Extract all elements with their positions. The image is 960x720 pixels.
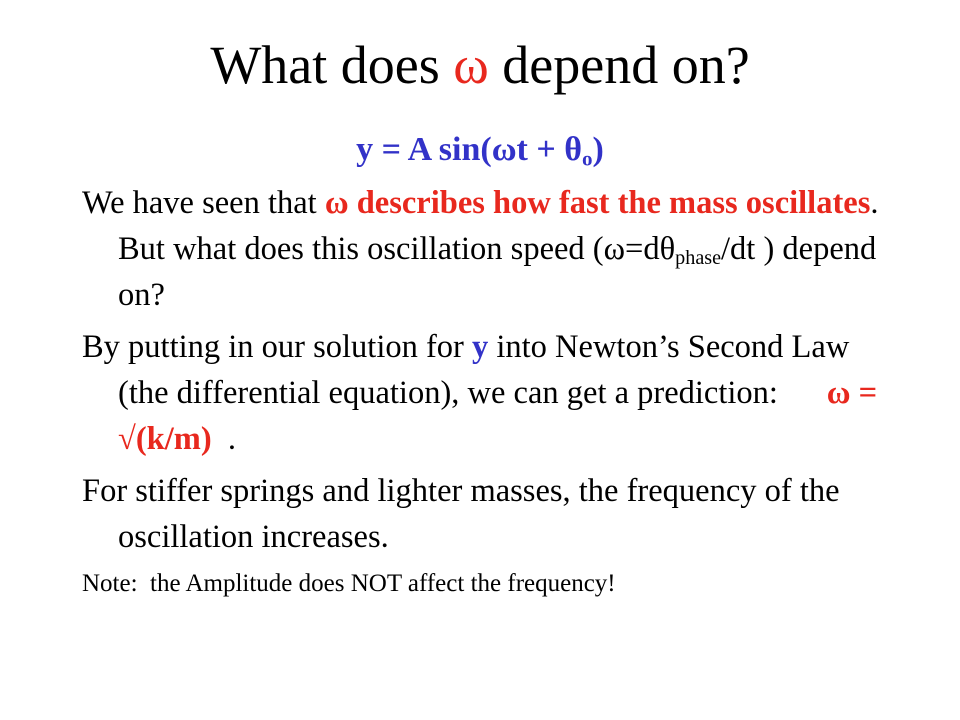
text-run: ω = √(k/m) xyxy=(118,375,886,457)
text-run: . But what does this oscillation speed (… xyxy=(118,185,895,267)
text-run: . xyxy=(211,421,237,457)
text-run: y = A sin(ωt + θ xyxy=(356,131,582,168)
text-run: What does xyxy=(210,35,454,95)
paragraph: For stiffer springs and lighter masses, … xyxy=(82,468,892,560)
subscript: phase xyxy=(675,247,722,270)
text-run: y xyxy=(472,329,489,365)
paragraph: By putting in our solution for y into Ne… xyxy=(82,324,892,462)
slide-body: We have seen that ω describes how fast t… xyxy=(82,180,892,608)
paragraph: We have seen that ω describes how fast t… xyxy=(82,180,892,318)
text-run: By putting in our solution for xyxy=(82,329,472,365)
text-run: into Newton’s Second Law (the differenti… xyxy=(118,329,858,411)
slide-title: What does ω depend on? xyxy=(0,30,960,100)
text-run: depend on? xyxy=(488,35,750,95)
equation: y = A sin(ωt + θo) xyxy=(0,128,960,172)
text-run: We have seen that xyxy=(82,185,325,221)
text-run: Note: the Amplitude does NOT affect the … xyxy=(82,570,616,597)
text-run: /dt ) depend on? xyxy=(118,231,885,313)
text-run: For stiffer springs and lighter masses, … xyxy=(82,473,848,555)
text-run: ω xyxy=(453,35,489,95)
note: Note: the Amplitude does NOT affect the … xyxy=(82,566,892,602)
text-run: ) xyxy=(592,131,604,168)
text-run: ω describes how fast the mass oscillates xyxy=(324,185,871,221)
subscript: o xyxy=(582,146,593,171)
